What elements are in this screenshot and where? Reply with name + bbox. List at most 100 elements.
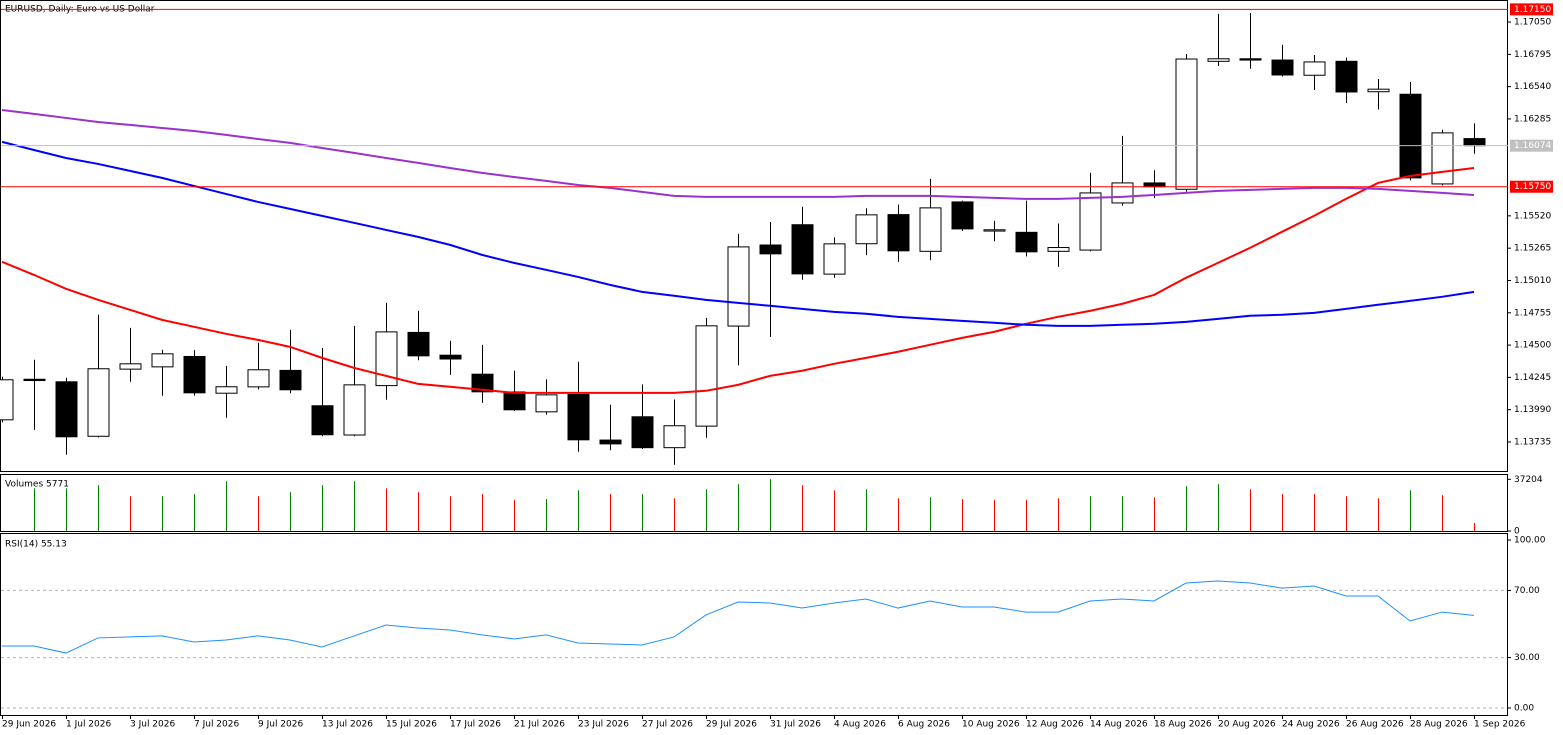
- candle-body: [1143, 182, 1166, 188]
- candle-body: [439, 354, 462, 360]
- candle-body: [311, 405, 334, 436]
- x-tick-label: 6 Aug 2026: [898, 720, 950, 730]
- x-tick-label: 23 Jul 2026: [578, 720, 629, 730]
- x-tick-label: 4 Aug 2026: [834, 720, 886, 730]
- x-tick-label: 9 Jul 2026: [258, 720, 303, 730]
- x-tick-label: 29 Jun 2026: [2, 720, 56, 730]
- candle-body: [887, 214, 910, 252]
- candle-body: [823, 243, 846, 275]
- x-tick-label: 17 Jul 2026: [450, 720, 501, 730]
- candle-body: [1239, 58, 1262, 61]
- x-tick-label: 20 Aug 2026: [1218, 720, 1276, 730]
- moving-average: [1, 166, 1475, 394]
- x-tick-label: 7 Jul 2026: [194, 720, 239, 730]
- candle-body: [919, 207, 942, 252]
- candle-body: [759, 244, 782, 255]
- y-tick-label: 1.15520: [1514, 211, 1551, 221]
- candle-body: [1303, 61, 1326, 76]
- candle-body: [983, 229, 1006, 232]
- candle-body: [1399, 93, 1422, 179]
- candle-body: [727, 246, 750, 327]
- x-tick-label: 24 Aug 2026: [1282, 720, 1340, 730]
- candle-body: [791, 224, 814, 275]
- x-tick-label: 31 Jul 2026: [770, 720, 821, 730]
- y-tick-label: 1.15265: [1514, 244, 1551, 254]
- x-tick-label: 21 Jul 2026: [514, 720, 565, 730]
- y-tick-label: 0: [1514, 527, 1520, 537]
- volume-panel: [0, 474, 1508, 532]
- x-tick-label: 27 Jul 2026: [642, 720, 693, 730]
- price-level-label: 1.17150: [1514, 5, 1551, 15]
- candle-body: [1463, 138, 1486, 147]
- x-tick-label: 18 Aug 2026: [1154, 720, 1212, 730]
- y-tick-label: 1.16285: [1514, 114, 1551, 124]
- price-level-label: 1.15750: [1514, 182, 1551, 192]
- candle-body: [119, 363, 142, 370]
- x-tick-label: 14 Aug 2026: [1090, 720, 1148, 730]
- x-tick-label: 10 Aug 2026: [962, 720, 1020, 730]
- candle-body: [599, 439, 622, 445]
- y-tick-label: 1.14755: [1514, 308, 1551, 318]
- candle-body: [1335, 60, 1358, 93]
- candle-body: [247, 369, 270, 388]
- price-level-label: 1.16074: [1514, 141, 1551, 151]
- candle-body: [535, 394, 558, 413]
- candle-body: [1271, 59, 1294, 76]
- candle-body: [951, 201, 974, 230]
- y-tick-label: 1.17050: [1514, 18, 1551, 28]
- x-tick-label: 26 Aug 2026: [1346, 720, 1404, 730]
- price-level-box: [1510, 3, 1553, 16]
- y-tick-label: 100.00: [1514, 536, 1546, 546]
- candle-body: [1431, 132, 1454, 185]
- candle-body: [567, 393, 590, 441]
- candle-body: [23, 378, 46, 382]
- rsi-panel: [0, 533, 1508, 716]
- candle-body: [1079, 192, 1102, 251]
- y-tick-label: 1.13735: [1514, 437, 1551, 447]
- price-level-box: [1510, 180, 1553, 193]
- candle-body: [0, 379, 14, 421]
- candle-body: [1111, 182, 1134, 204]
- candle-body: [183, 355, 206, 394]
- candle-body: [407, 331, 430, 357]
- y-tick-label: 0.00: [1514, 703, 1534, 713]
- candle-body: [87, 368, 110, 437]
- x-tick-label: 1 Jul 2026: [66, 720, 111, 730]
- candle-body: [1367, 88, 1390, 93]
- candle-body: [1015, 231, 1038, 253]
- x-tick-label: 29 Jul 2026: [706, 720, 757, 730]
- y-tick-label: 1.13990: [1514, 405, 1551, 415]
- candle-body: [695, 325, 718, 427]
- rsi-line: [2, 580, 1475, 654]
- x-tick-label: 28 Aug 2026: [1410, 720, 1468, 730]
- candle-body: [503, 391, 526, 411]
- candle-body: [1047, 247, 1070, 252]
- volume-title: Volumes 5771: [5, 480, 69, 490]
- candle-body: [1175, 58, 1198, 190]
- candle-body: [1207, 58, 1230, 62]
- moving-average: [1, 108, 1475, 200]
- price-panel: [0, 0, 1508, 472]
- y-tick-label: 1.14245: [1514, 373, 1551, 383]
- candle-body: [343, 384, 366, 436]
- price-level-box: [1510, 139, 1553, 152]
- y-tick-label: 1.15010: [1514, 276, 1551, 286]
- y-tick-label: 30.00: [1514, 653, 1540, 663]
- x-tick-label: 13 Jul 2026: [322, 720, 373, 730]
- moving-average: [1, 140, 1475, 327]
- candle-body: [151, 353, 174, 368]
- x-tick-label: 3 Jul 2026: [130, 720, 175, 730]
- candle-body: [855, 214, 878, 245]
- candle-body: [55, 381, 78, 438]
- x-tick-label: 1 Sep 2026: [1474, 720, 1526, 730]
- x-tick-label: 12 Aug 2026: [1026, 720, 1084, 730]
- y-tick-label: 1.16795: [1514, 50, 1551, 60]
- candle-body: [471, 373, 494, 393]
- candle-body: [631, 416, 654, 449]
- y-tick-label: 37204: [1514, 475, 1543, 485]
- candle-body: [215, 386, 238, 394]
- rsi-title: RSI(14) 55.13: [5, 540, 67, 550]
